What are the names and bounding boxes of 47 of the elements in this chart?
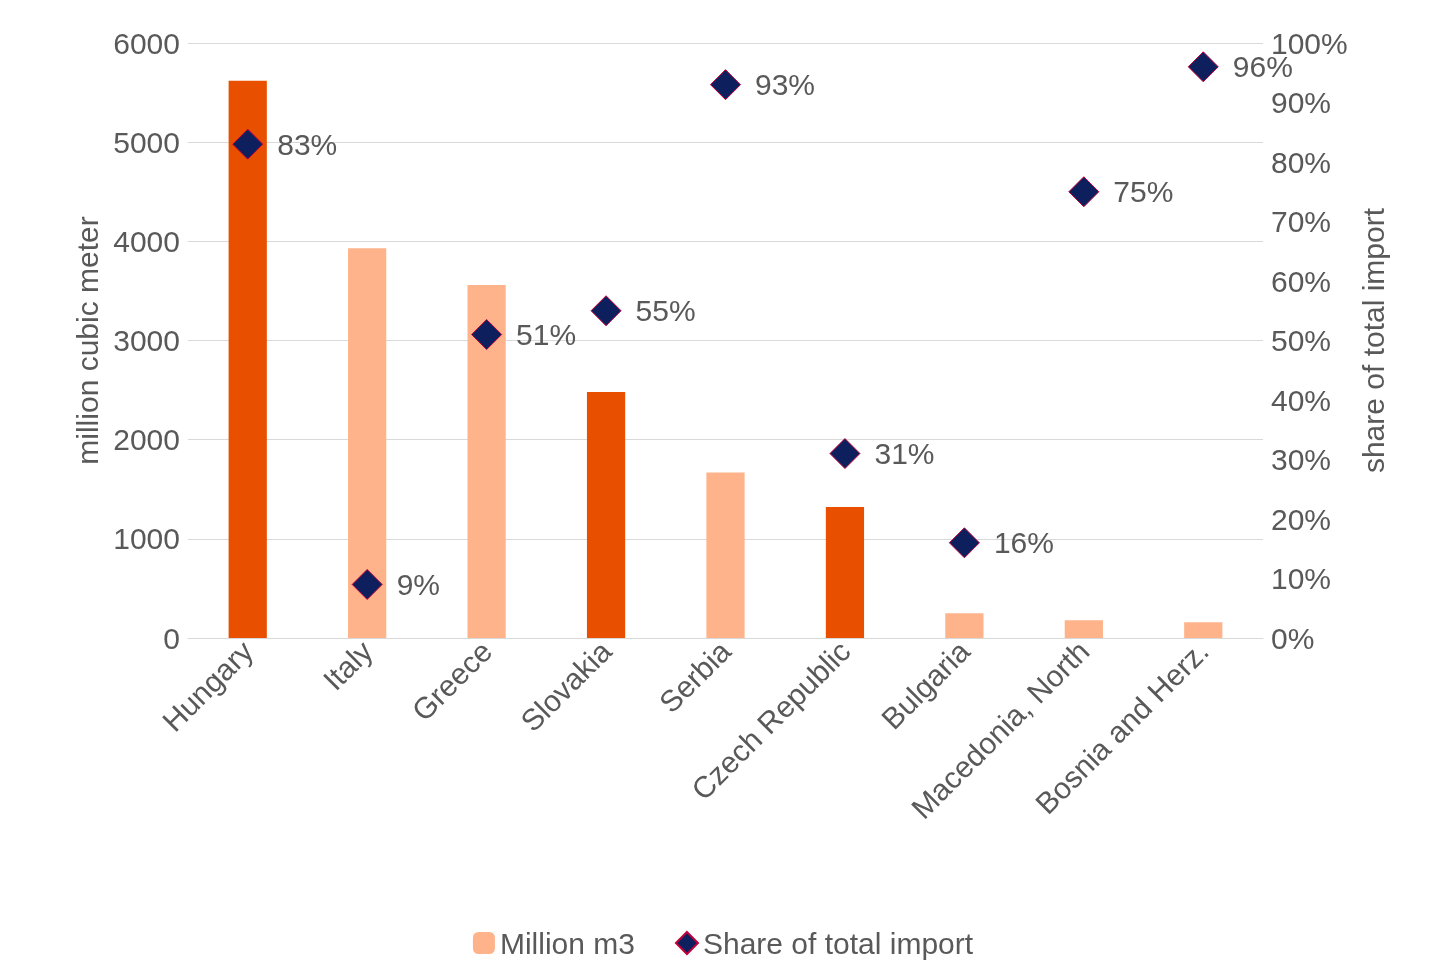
- bar: [348, 248, 387, 638]
- y-axis-title: million cubic meter: [70, 216, 104, 465]
- point: [1068, 176, 1100, 208]
- point: [829, 438, 861, 470]
- point: [1187, 51, 1219, 83]
- data-label: 9%: [396, 567, 441, 601]
- bar: [825, 507, 865, 638]
- y2-tick-label: 10%: [1271, 562, 1332, 595]
- legend-label: Million m3: [499, 926, 635, 960]
- y2-tick-label: 40%: [1271, 383, 1332, 417]
- data-label: 51%: [516, 318, 577, 352]
- data-label: 75%: [1113, 175, 1174, 209]
- y-tick-label: 4000: [113, 224, 180, 258]
- bar: [1064, 620, 1103, 638]
- bar: [586, 392, 626, 638]
- bar: [1184, 622, 1223, 638]
- data-label: 31%: [874, 437, 935, 471]
- point: [710, 69, 741, 101]
- y-tick-label: 6000: [113, 26, 180, 60]
- y2-tick-label: 90%: [1271, 86, 1332, 119]
- bar: [945, 613, 984, 638]
- point: [948, 527, 980, 559]
- point: [232, 128, 264, 160]
- bar: [706, 472, 745, 638]
- y-tick-label: 3000: [113, 324, 180, 357]
- point: [590, 295, 622, 327]
- data-label: 83%: [277, 127, 338, 161]
- bar: [467, 284, 506, 638]
- y-tick-label: 5000: [113, 125, 180, 159]
- point: [471, 319, 503, 351]
- y2-tick-label: 0%: [1271, 621, 1315, 655]
- data-label: 93%: [755, 68, 816, 102]
- data-label: 16%: [993, 526, 1054, 560]
- x-tick-label: Italy: [316, 634, 379, 697]
- y2-tick-label: 50%: [1271, 324, 1332, 357]
- y2-axis-title: share of total import: [1357, 207, 1391, 474]
- data-label: 55%: [635, 294, 696, 328]
- y2-tick-label: 20%: [1271, 502, 1332, 536]
- y2-tick-label: 80%: [1271, 145, 1332, 179]
- legend-label: Share of total import: [702, 926, 974, 960]
- point: [351, 568, 383, 600]
- y2-tick-label: 60%: [1271, 264, 1332, 298]
- y-tick-label: 2000: [113, 423, 180, 457]
- y2-tick-label: 70%: [1271, 205, 1332, 238]
- y-tick-label: 1000: [113, 522, 180, 556]
- y2-tick-label: 30%: [1271, 443, 1332, 476]
- bar: [228, 80, 267, 638]
